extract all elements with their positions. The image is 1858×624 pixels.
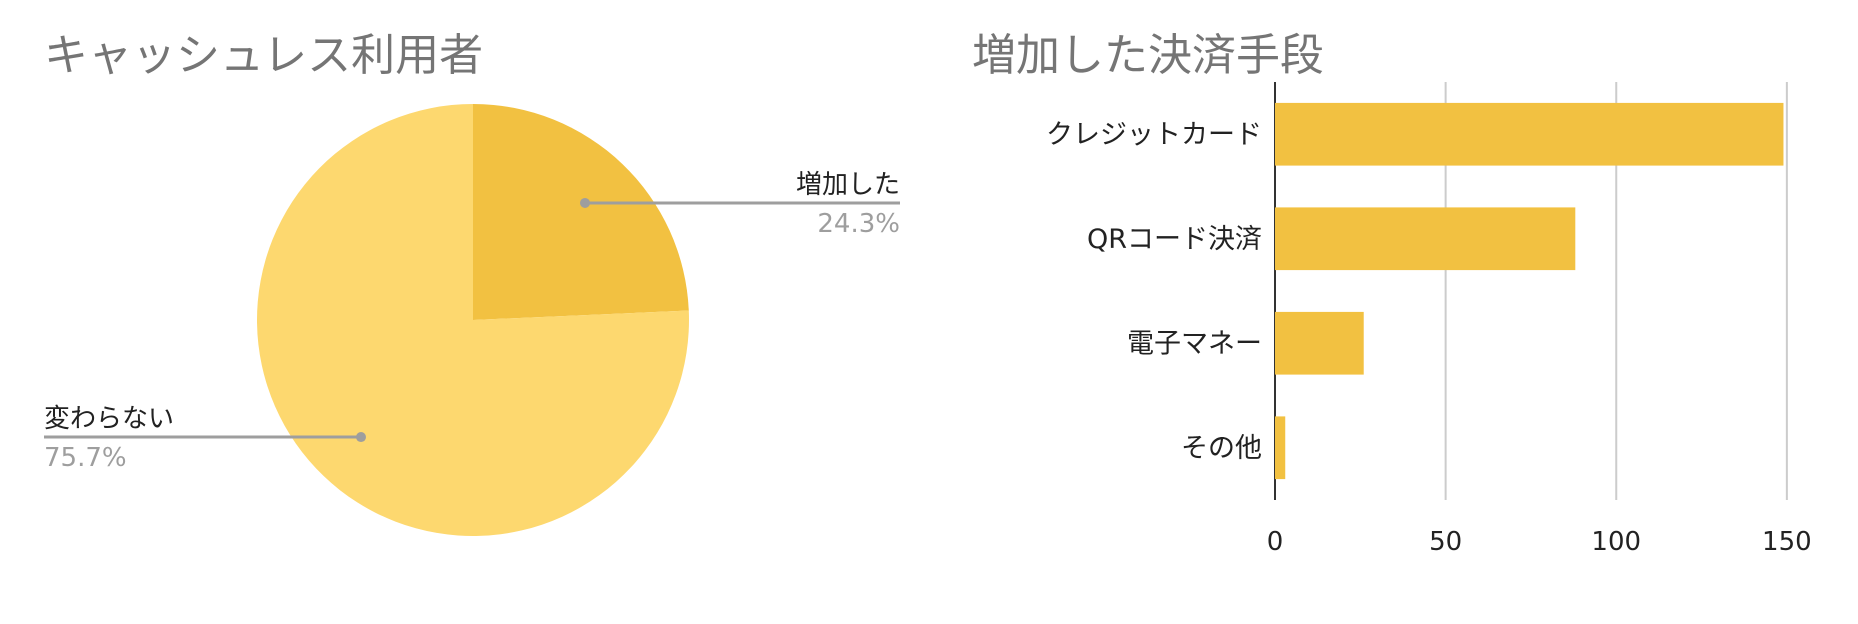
bar-chart-title: 増加した決済手段 — [972, 30, 1324, 81]
bar-x-tick-2: 100 — [1591, 527, 1641, 557]
pie-chart: キャッシュレス利用者 増加した 24.3% 変わらない 75.7% — [44, 30, 900, 536]
pie-labels: 増加した 24.3% 変わらない 75.7% — [44, 170, 900, 473]
bar-3 — [1275, 416, 1286, 480]
pie-slice-percent-1: 75.7% — [44, 443, 127, 473]
bar-x-tick-0: 0 — [1267, 527, 1284, 557]
pie-slice-percent-0: 24.3% — [817, 209, 900, 239]
pie-slice-label-0: 増加した — [796, 170, 900, 200]
bar-category-label-1: QRコード決済 — [1087, 224, 1262, 255]
bar-x-tick-1: 50 — [1429, 527, 1462, 557]
bar-category-label-3: その他 — [1181, 433, 1262, 464]
bar-1 — [1275, 207, 1576, 271]
bar-2 — [1275, 311, 1364, 375]
pie-chart-title: キャッシュレス利用者 — [44, 30, 483, 81]
pie-slice-1 — [256, 104, 689, 536]
pie-leader-dot-0 — [580, 197, 591, 208]
bar-tick-labels: 0 50 100 150 — [1267, 527, 1812, 557]
bar-x-tick-3: 150 — [1762, 527, 1812, 557]
pie-leader-dot-1 — [355, 432, 366, 443]
pie-slice-label-1: 変わらない — [44, 404, 174, 434]
bar-category-label-2: 電子マネー — [1127, 328, 1262, 359]
bar-0 — [1275, 102, 1784, 166]
pie-slice-0 — [473, 104, 689, 320]
bar-category-label-0: クレジットカード — [1046, 119, 1262, 150]
pie-slices — [256, 104, 689, 536]
bar-bars — [1275, 102, 1784, 480]
